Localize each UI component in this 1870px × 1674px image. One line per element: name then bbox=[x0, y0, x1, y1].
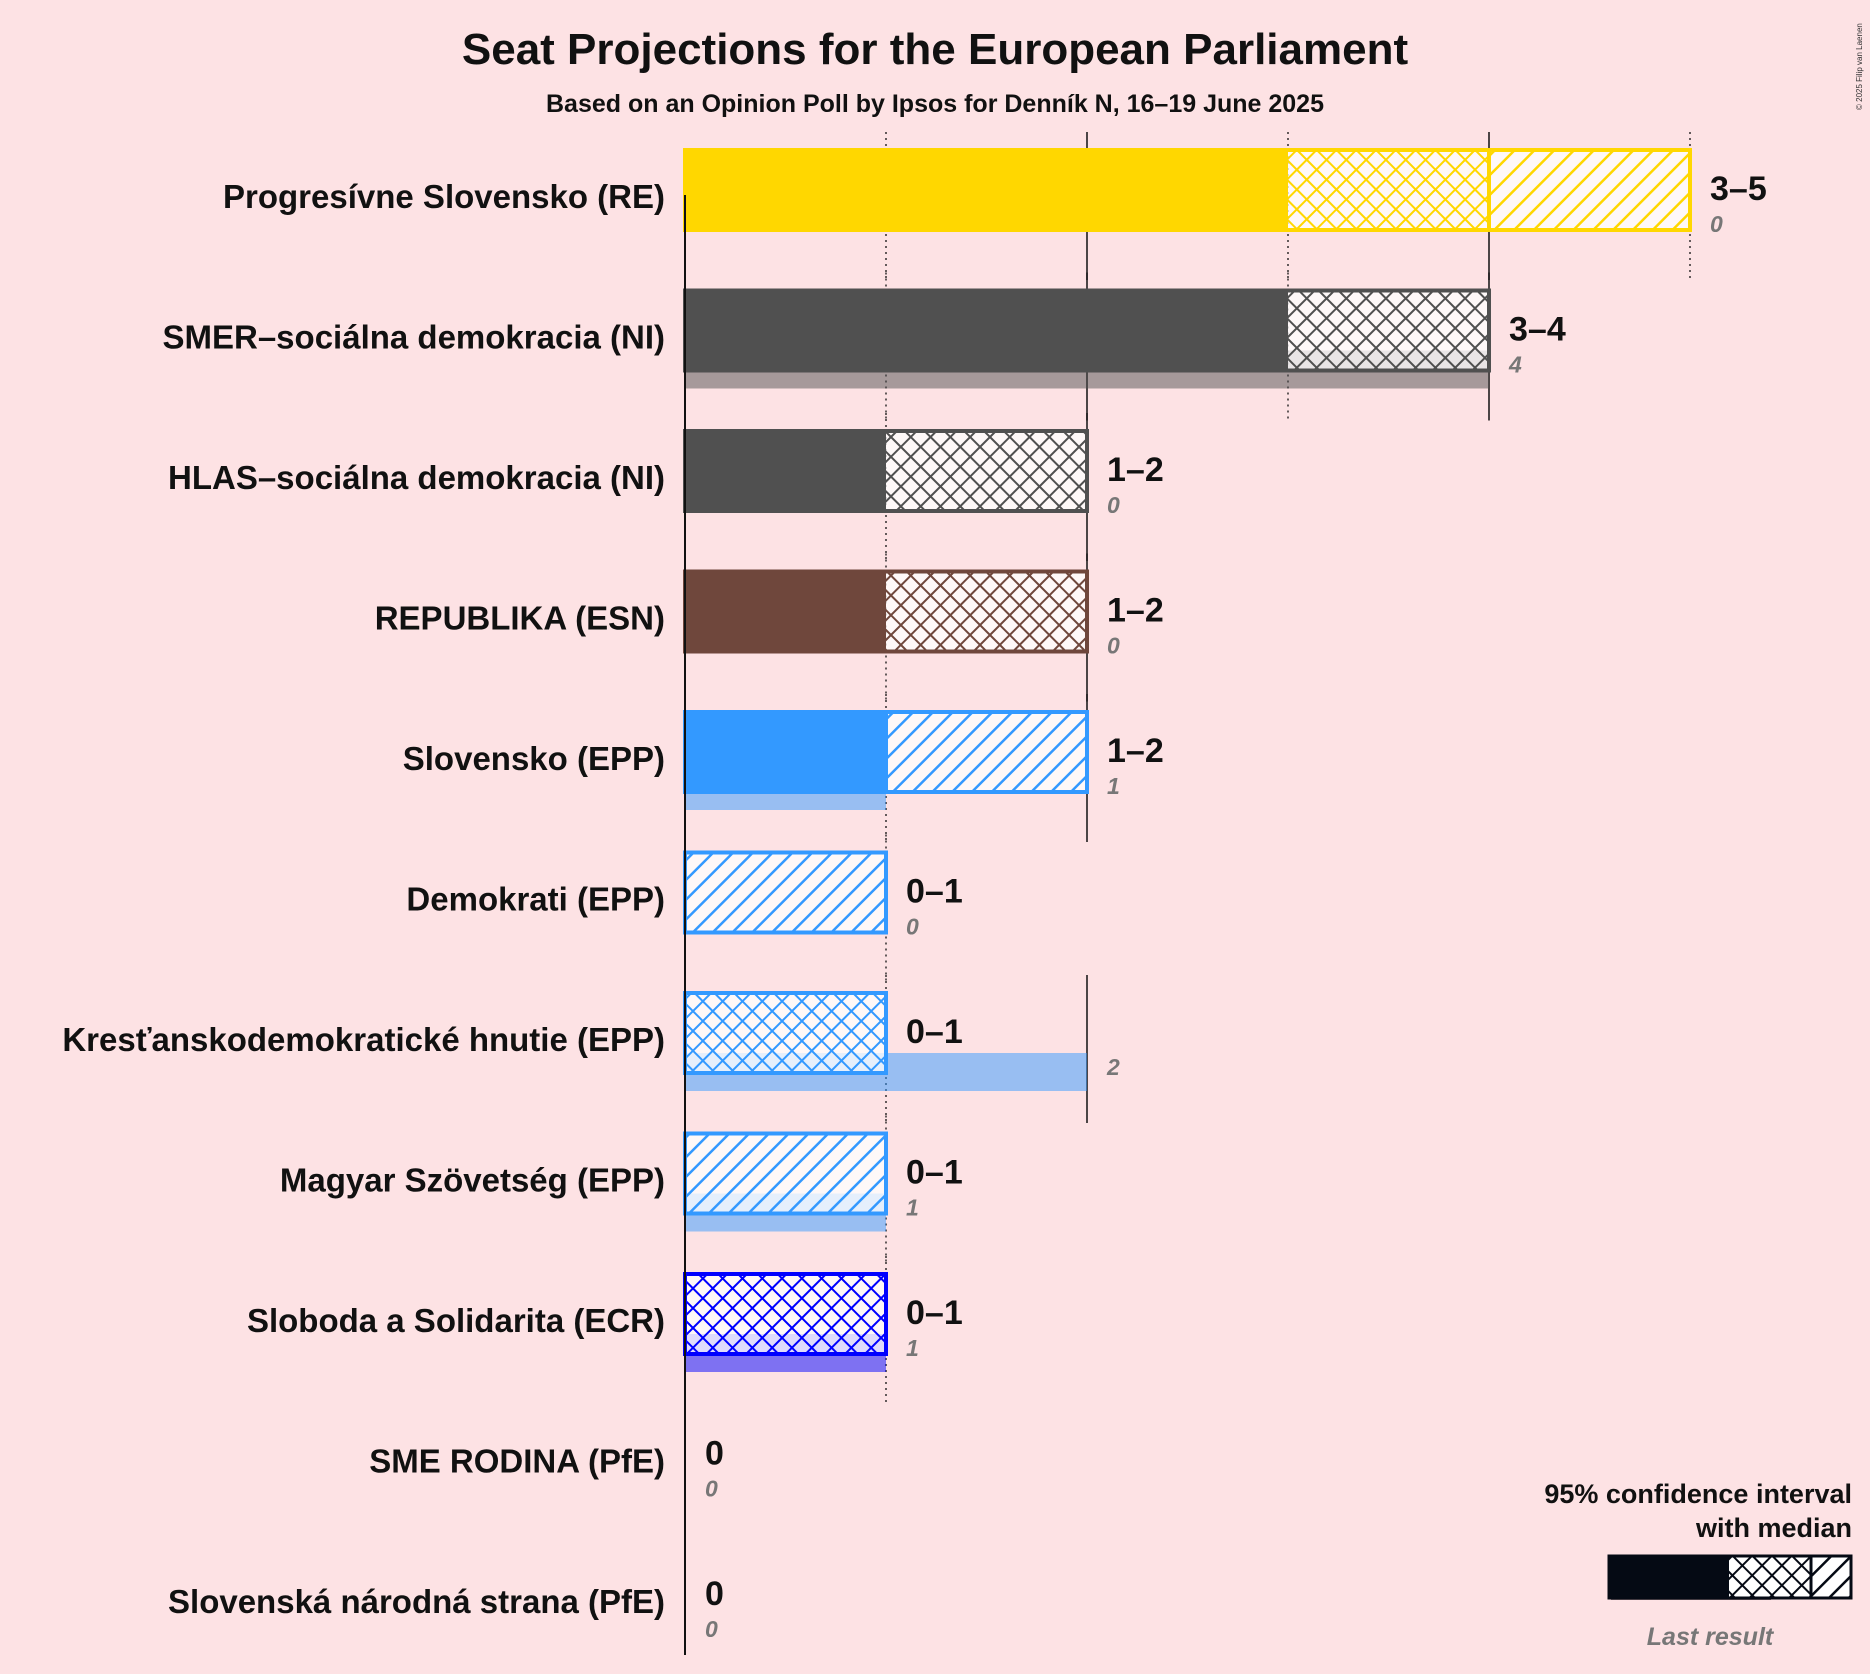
ci-solid-segment bbox=[685, 431, 886, 511]
party-label: Slovenská národná strana (PfE) bbox=[168, 1583, 665, 1620]
party-label: SME RODINA (PfE) bbox=[369, 1443, 665, 1480]
ci-crosshatch-segment bbox=[1288, 150, 1489, 230]
party-row: Progresívne Slovensko (RE) 3–5 0 bbox=[223, 132, 1767, 280]
last-result-label: 0 bbox=[705, 1616, 718, 1642]
ci-hatch-segment bbox=[1489, 150, 1690, 230]
ci-crosshatch-segment bbox=[685, 993, 886, 1073]
range-label: 0 bbox=[705, 1575, 724, 1613]
chart-title: Seat Projections for the European Parlia… bbox=[462, 25, 1409, 74]
party-rows: Progresívne Slovensko (RE) 3–5 0 SMER–sociá… bbox=[62, 132, 1767, 1642]
party-row: SMER–sociálna demokracia (NI) 3–4 4 bbox=[162, 272, 1566, 421]
ci-solid-segment bbox=[685, 712, 886, 792]
legend-crosshatch-segment bbox=[1729, 1556, 1811, 1598]
last-result-label: 1 bbox=[1107, 773, 1120, 799]
last-result-label: 1 bbox=[906, 1195, 919, 1221]
ci-crosshatch-segment bbox=[886, 571, 1087, 652]
legend-solid-segment bbox=[1609, 1556, 1729, 1598]
legend-hatch-segment bbox=[1811, 1556, 1851, 1598]
party-label: Slovensko (EPP) bbox=[403, 740, 665, 777]
legend: 95% confidence interval with median Last… bbox=[1544, 1479, 1853, 1651]
party-row: Sloboda a Solidarita (ECR) 0–1 1 bbox=[247, 1256, 963, 1404]
party-row: Kresťanskodemokratické hnutie (EPP) 0–1 2 bbox=[62, 975, 1120, 1123]
party-label: Sloboda a Solidarita (ECR) bbox=[247, 1302, 665, 1339]
legend-line-1: 95% confidence interval bbox=[1544, 1479, 1852, 1509]
range-label: 1–2 bbox=[1107, 592, 1164, 630]
range-label: 0 bbox=[705, 1435, 724, 1473]
ci-hatch-segment bbox=[685, 1133, 886, 1214]
range-label: 0–1 bbox=[906, 873, 963, 911]
range-label: 0–1 bbox=[906, 1154, 963, 1192]
last-result-label: 0 bbox=[1710, 211, 1723, 237]
legend-last-result-label: Last result bbox=[1647, 1623, 1775, 1651]
party-row: Demokrati (EPP) 0–1 0 bbox=[406, 834, 963, 983]
range-label: 1–2 bbox=[1107, 451, 1164, 489]
last-result-label: 0 bbox=[1107, 492, 1120, 518]
ci-solid-segment bbox=[685, 290, 1288, 371]
range-label: 1–2 bbox=[1107, 732, 1164, 770]
ci-hatch-segment bbox=[886, 712, 1087, 792]
ci-hatch-segment bbox=[685, 852, 886, 933]
range-label: 3–5 bbox=[1710, 170, 1767, 208]
party-row: REPUBLIKA (ESN) 1–2 0 bbox=[375, 553, 1164, 702]
party-row: Slovensko (EPP) 1–2 1 bbox=[403, 694, 1164, 842]
range-label: 3–4 bbox=[1509, 311, 1566, 349]
last-result-label: 2 bbox=[1106, 1054, 1120, 1080]
party-label: HLAS–sociálna demokracia (NI) bbox=[168, 459, 665, 496]
party-label: SMER–sociálna demokracia (NI) bbox=[162, 319, 665, 356]
party-row: Slovenská národná strana (PfE) 0 0 bbox=[168, 1575, 724, 1642]
last-result-label: 0 bbox=[1107, 633, 1120, 659]
ci-solid-segment bbox=[685, 150, 1288, 230]
last-result-label: 0 bbox=[705, 1476, 718, 1502]
ci-crosshatch-segment bbox=[1288, 290, 1489, 371]
party-row: Magyar Szövetség (EPP) 0–1 1 bbox=[280, 1115, 963, 1264]
party-label: Kresťanskodemokratické hnutie (EPP) bbox=[62, 1021, 665, 1058]
party-label: Demokrati (EPP) bbox=[406, 881, 665, 918]
legend-outline bbox=[1607, 1554, 1853, 1600]
legend-line-2: with median bbox=[1695, 1513, 1852, 1543]
ci-crosshatch-segment bbox=[886, 431, 1087, 511]
party-label: REPUBLIKA (ESN) bbox=[375, 600, 665, 637]
last-result-label: 1 bbox=[906, 1335, 919, 1361]
party-label: Magyar Szövetség (EPP) bbox=[280, 1162, 665, 1199]
party-label: Progresívne Slovensko (RE) bbox=[223, 178, 665, 215]
range-label: 0–1 bbox=[906, 1013, 963, 1051]
party-row: HLAS–sociálna demokracia (NI) 1–2 0 bbox=[168, 413, 1164, 561]
ci-crosshatch-segment bbox=[685, 1274, 886, 1354]
chart-subtitle: Based on an Opinion Poll by Ipsos for De… bbox=[546, 90, 1324, 118]
range-label: 0–1 bbox=[906, 1294, 963, 1332]
ci-outline bbox=[683, 148, 1692, 232]
ci-solid-segment bbox=[685, 571, 886, 652]
copyright-notice: © 2025 Filip van Laenen bbox=[1855, 23, 1864, 110]
party-row: SME RODINA (PfE) 0 0 bbox=[369, 1435, 724, 1502]
last-result-label: 0 bbox=[906, 914, 919, 940]
last-result-label: 4 bbox=[1508, 352, 1522, 378]
